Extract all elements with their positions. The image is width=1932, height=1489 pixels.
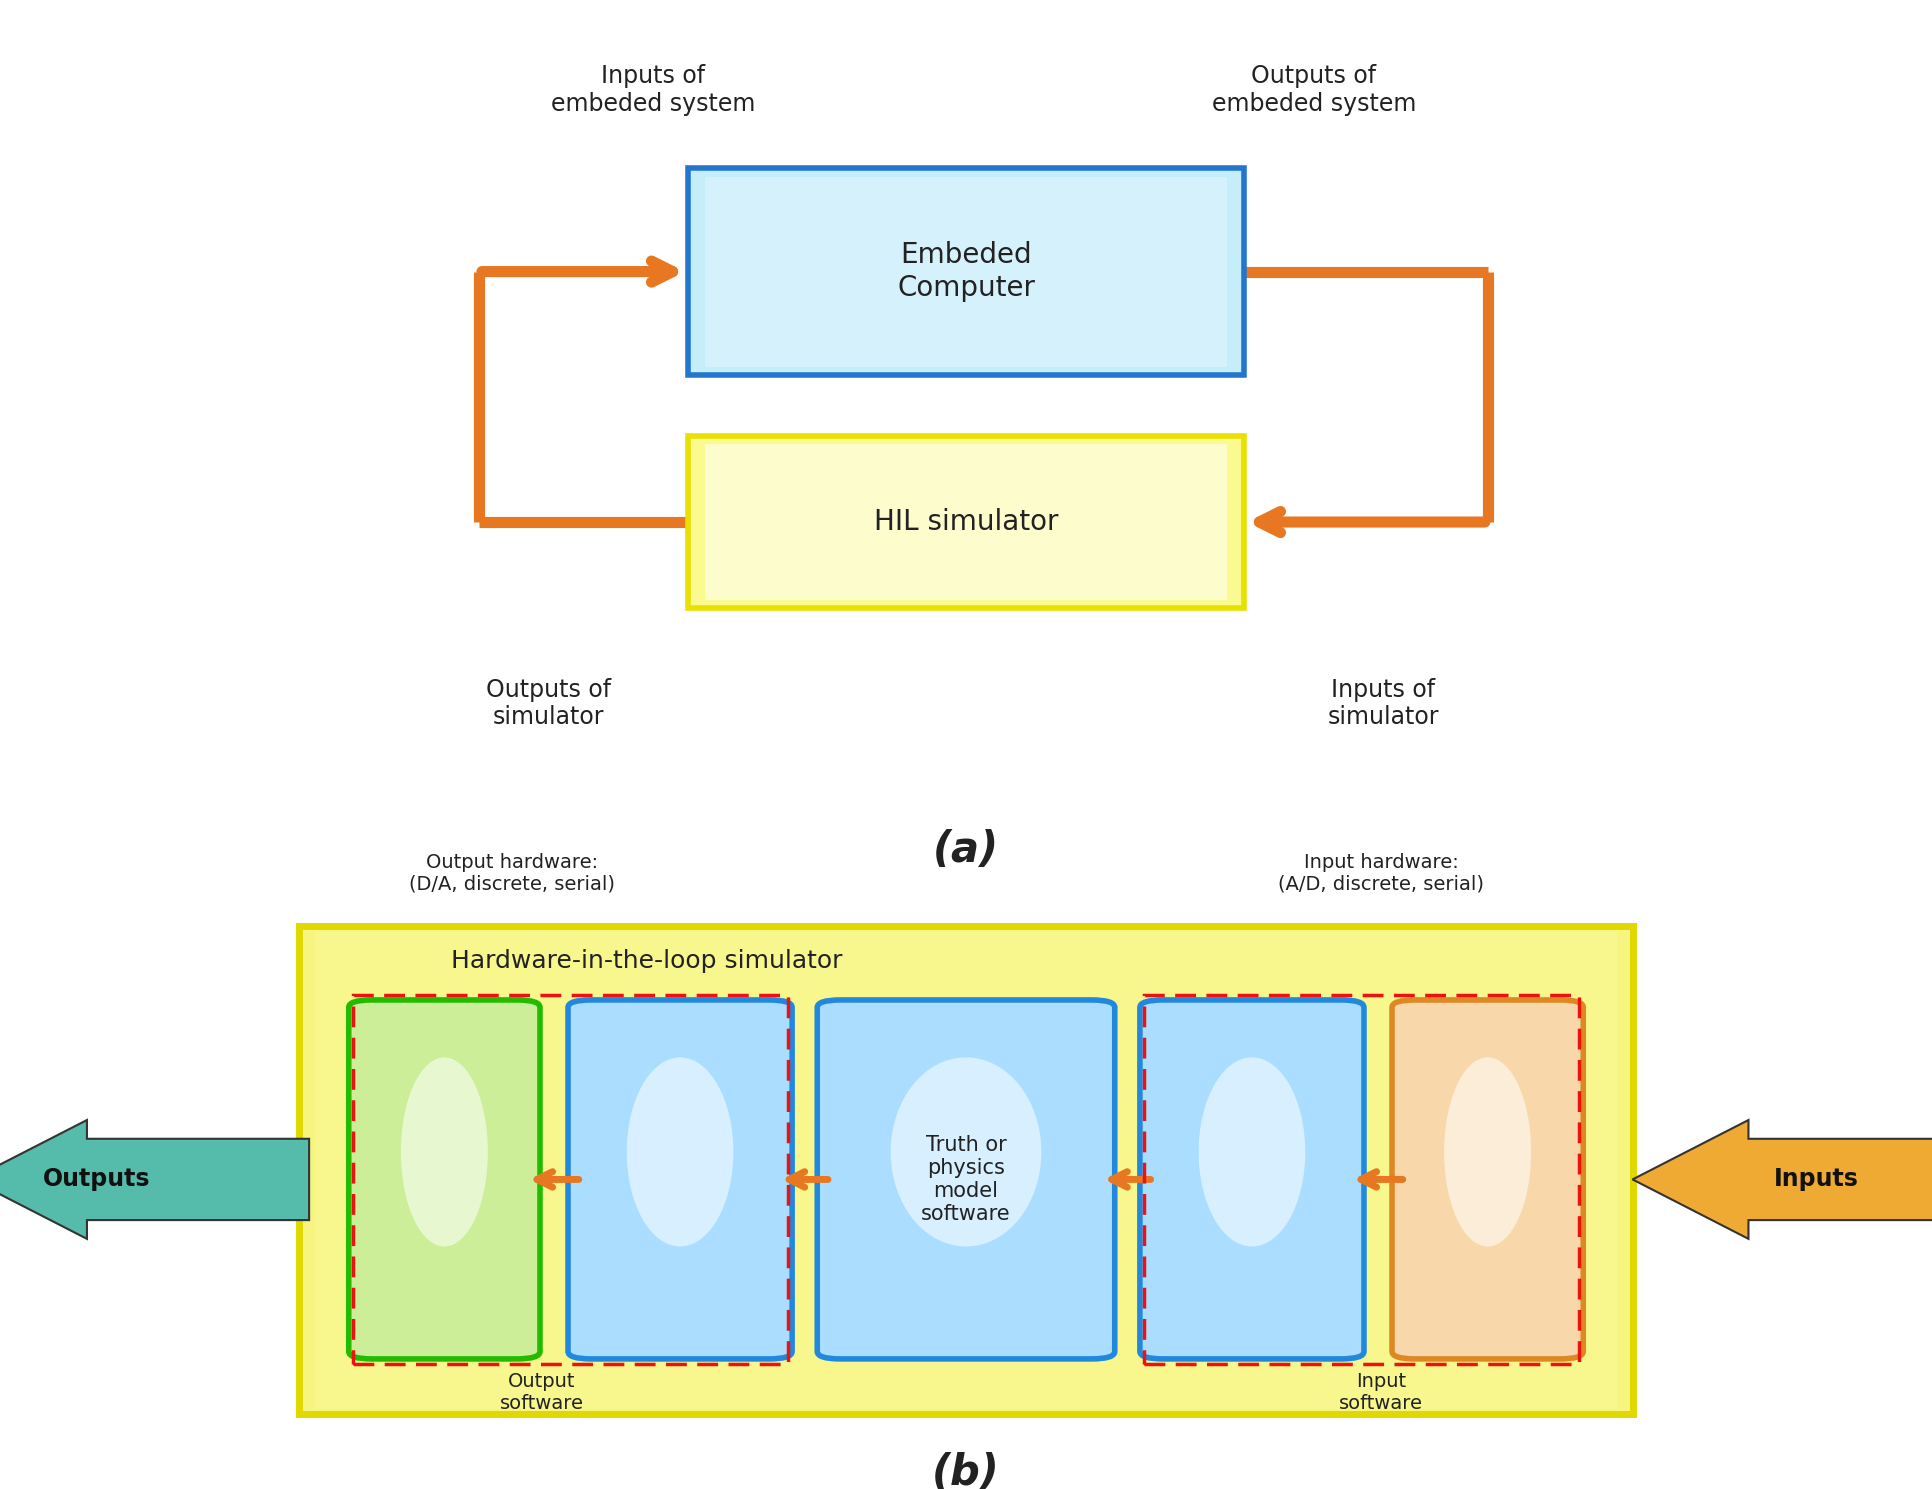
FancyArrow shape	[0, 1120, 309, 1239]
FancyBboxPatch shape	[1393, 1001, 1584, 1359]
Text: Embeded
Computer: Embeded Computer	[896, 241, 1036, 302]
Text: Outputs of
embeded system: Outputs of embeded system	[1211, 64, 1416, 116]
FancyBboxPatch shape	[299, 926, 1633, 1415]
Bar	[352, 995, 788, 1364]
Text: Output hardware:
(D/A, discrete, serial): Output hardware: (D/A, discrete, serial)	[410, 853, 616, 893]
Ellipse shape	[1198, 1057, 1306, 1246]
Text: Input
software: Input software	[1339, 1371, 1422, 1413]
Text: Outputs of
simulator: Outputs of simulator	[487, 677, 611, 730]
FancyBboxPatch shape	[1140, 1001, 1364, 1359]
Ellipse shape	[1445, 1057, 1532, 1246]
Ellipse shape	[891, 1057, 1041, 1246]
FancyBboxPatch shape	[688, 436, 1244, 609]
Text: HIL simulator: HIL simulator	[873, 508, 1059, 536]
Text: Input hardware:
(A/D, discrete, serial): Input hardware: (A/D, discrete, serial)	[1277, 853, 1484, 893]
Text: Inputs: Inputs	[1774, 1167, 1859, 1191]
FancyBboxPatch shape	[705, 444, 1227, 600]
FancyBboxPatch shape	[315, 931, 1617, 1409]
FancyBboxPatch shape	[688, 168, 1244, 375]
Text: (a): (a)	[933, 829, 999, 871]
Text: (b): (b)	[931, 1452, 1001, 1489]
Ellipse shape	[626, 1057, 734, 1246]
Bar	[1144, 995, 1580, 1364]
FancyBboxPatch shape	[350, 1001, 541, 1359]
Text: Truth or
physics
model
software: Truth or physics model software	[922, 1135, 1010, 1224]
FancyArrow shape	[1633, 1120, 1932, 1239]
FancyBboxPatch shape	[568, 1001, 792, 1359]
Text: Output
software: Output software	[500, 1371, 583, 1413]
Text: Outputs: Outputs	[43, 1167, 151, 1191]
Text: Inputs of
embeded system: Inputs of embeded system	[551, 64, 755, 116]
FancyBboxPatch shape	[817, 1001, 1115, 1359]
Ellipse shape	[402, 1057, 489, 1246]
Text: Hardware-in-the-loop simulator: Hardware-in-the-loop simulator	[452, 948, 842, 972]
FancyBboxPatch shape	[705, 177, 1227, 366]
Text: Inputs of
simulator: Inputs of simulator	[1327, 677, 1439, 730]
